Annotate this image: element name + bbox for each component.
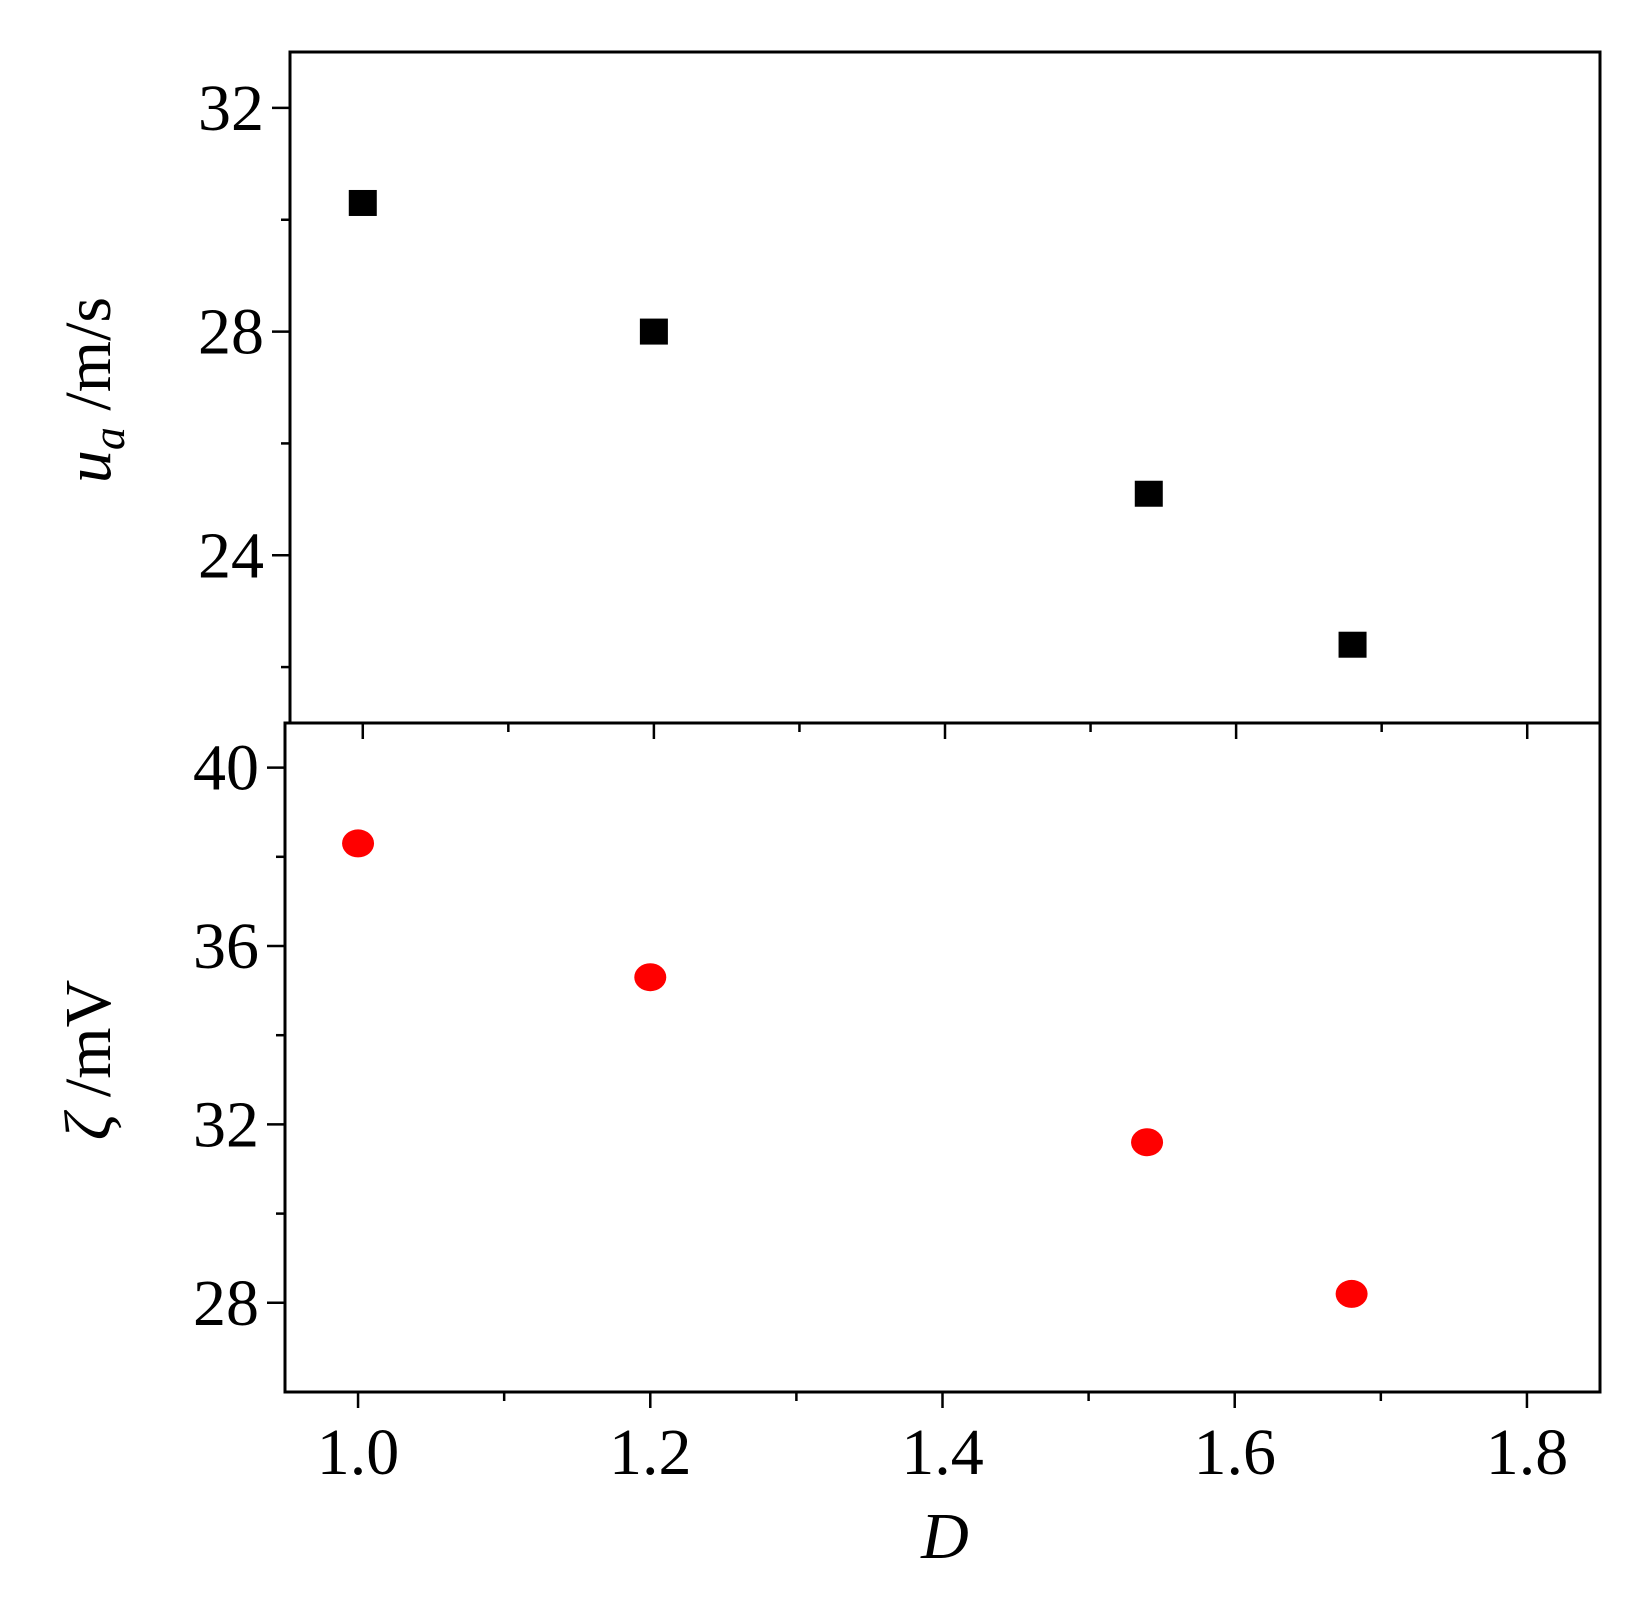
top-plot-frame (288, 50, 1602, 725)
top-y-unit: /m/s (52, 297, 125, 427)
top-data-point (639, 318, 668, 345)
bottom-y-tick-label: 28 (193, 1267, 259, 1340)
bottom-y-tick-label: 32 (193, 1088, 259, 1161)
top-panel: 24 28 32 ua /m/s (52, 50, 1602, 739)
top-series (348, 189, 1367, 658)
bottom-data-point (634, 963, 667, 992)
bottom-x-tick-label: 1.6 (1193, 1416, 1276, 1489)
top-y-axis: 24 28 32 (198, 72, 290, 669)
bottom-y-tick-label: 40 (193, 732, 259, 805)
x-axis-title: D (920, 1500, 969, 1573)
bottom-x-tick-label: 1.2 (609, 1416, 692, 1489)
bottom-panel: 28 32 36 40 1.0 1.2 1.4 1.6 1.8 ζ /mV D (52, 721, 1602, 1573)
top-data-point (1134, 480, 1163, 507)
top-data-point (348, 189, 377, 216)
bottom-y-tick-label: 36 (193, 910, 259, 983)
bottom-series (342, 829, 1368, 1308)
top-x-axis (361, 723, 1529, 739)
bottom-x-axis: 1.0 1.2 1.4 1.6 1.8 (317, 1392, 1568, 1489)
bottom-data-point (342, 829, 375, 858)
bottom-y-var: ζ (52, 1109, 125, 1140)
top-y-tick-label: 32 (198, 72, 264, 145)
bottom-y-unit: /mV (52, 980, 125, 1114)
bottom-y-axis: 28 32 36 40 (193, 732, 285, 1340)
top-data-point (1338, 631, 1367, 658)
top-y-axis-title: ua /m/s (52, 297, 134, 483)
top-y-var-sub: a (83, 427, 134, 450)
top-y-tick-label: 28 (198, 296, 264, 369)
bottom-x-tick-label: 1.4 (901, 1416, 984, 1489)
bottom-x-tick-label: 1.8 (1486, 1416, 1569, 1489)
bottom-data-point (1131, 1128, 1164, 1157)
top-y-tick-label: 24 (198, 519, 264, 592)
top-y-var: u (52, 450, 125, 483)
bottom-data-point (1335, 1279, 1368, 1308)
bottom-x-tick-label: 1.0 (317, 1416, 400, 1489)
bottom-plot-frame (283, 721, 1602, 1394)
bottom-y-axis-title: ζ /mV (52, 980, 125, 1141)
